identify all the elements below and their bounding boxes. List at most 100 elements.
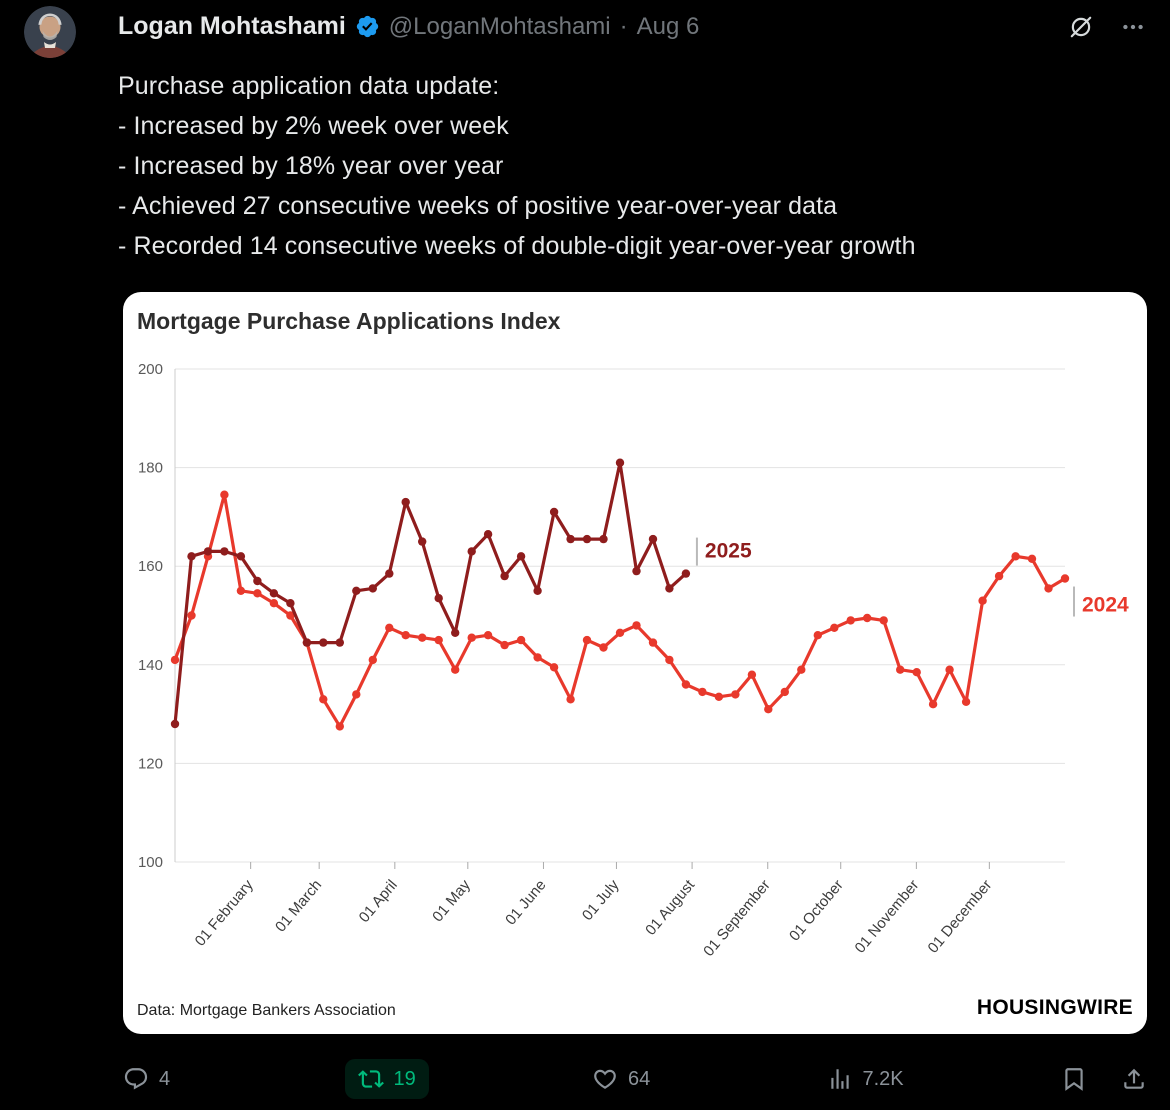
x-tick-label: 01 September (700, 877, 774, 960)
x-tick-label: 01 November (852, 877, 923, 957)
x-tick-label: 01 May (429, 876, 474, 925)
series-marker-2025 (220, 547, 229, 556)
chart-footer: Data: Mortgage Bankers Association HOUSI… (137, 996, 1133, 1020)
series-marker-2025 (401, 497, 410, 507)
series-marker-2025 (681, 569, 691, 578)
series-marker-2025 (665, 584, 674, 593)
author-name[interactable]: Logan Mohtashami (118, 12, 346, 40)
share-button[interactable] (1121, 1066, 1147, 1092)
views-icon (830, 1069, 849, 1089)
x-tick-label: 01 March (272, 877, 325, 936)
series-marker-2024 (170, 655, 180, 665)
series-marker-2024 (731, 690, 740, 699)
series-marker-2024 (418, 633, 427, 642)
series-marker-2024 (846, 616, 855, 625)
like-count: 64 (628, 1068, 651, 1090)
x-tick-label: 01 December (925, 877, 996, 957)
series-marker-2025 (434, 594, 443, 603)
series-marker-2025 (203, 547, 213, 556)
y-tick-label: 160 (138, 558, 163, 575)
post-date[interactable]: Aug 6 (636, 12, 700, 40)
avatar-image (24, 6, 76, 58)
series-marker-2025 (170, 719, 180, 729)
series-marker-2024 (582, 635, 592, 645)
separator-dot: · (619, 12, 628, 40)
series-marker-2024 (434, 635, 443, 645)
series-marker-2024 (253, 589, 262, 598)
author-handle[interactable]: @LoganMohtashami (388, 12, 611, 40)
series-marker-2025 (335, 638, 344, 647)
verified-badge-icon (355, 14, 380, 39)
series-marker-2024 (665, 655, 674, 665)
series-marker-2024 (879, 616, 888, 625)
views-button[interactable]: 7.2K (827, 1059, 1062, 1099)
avatar[interactable] (24, 6, 76, 58)
series-marker-2024 (780, 687, 789, 697)
y-tick-label: 140 (138, 657, 163, 674)
series-marker-2024 (863, 613, 872, 623)
tweet-text-line: - Increased by 18% year over year (118, 152, 504, 180)
x-tick-label: 01 October (786, 877, 847, 945)
series-marker-2024 (747, 670, 757, 679)
series-marker-2024 (500, 640, 509, 650)
series-marker-2024 (549, 663, 559, 672)
series-marker-2025 (236, 552, 246, 561)
series-marker-2024 (516, 635, 526, 645)
series-marker-2024 (681, 680, 691, 689)
tweet-text-line: - Achieved 27 consecutive weeks of posit… (118, 192, 838, 220)
series-marker-2024 (978, 596, 987, 605)
share-icon (1124, 1068, 1144, 1089)
reply-button[interactable]: 4 (123, 1059, 358, 1099)
series-marker-2024 (813, 631, 822, 640)
series-marker-2024 (698, 687, 707, 697)
tweet-text-line: - Increased by 2% week over week (118, 112, 509, 140)
series-marker-2025 (648, 534, 658, 544)
series-marker-2025 (533, 586, 542, 595)
chart-card[interactable]: 100 120 140 160 180 200 01 February 01 March 01 … (123, 292, 1147, 1034)
series-marker-2024 (1027, 554, 1037, 563)
series-marker-2025 (286, 599, 295, 608)
repost-button[interactable]: 19 (344, 1059, 593, 1099)
series-marker-2024 (961, 697, 971, 706)
repost-icon (357, 1070, 384, 1088)
series-marker-2025 (549, 507, 559, 517)
x-tick-label: 01 February (192, 876, 257, 949)
series-marker-2024 (483, 631, 493, 640)
series-marker-2024 (714, 692, 724, 701)
series-marker-2024 (648, 638, 658, 647)
series-marker-2024 (764, 705, 773, 714)
name-row: Logan Mohtashami @LoganMohtashami · Aug … (118, 12, 1068, 41)
series-marker-2024 (335, 722, 344, 731)
y-tick-label: 200 (138, 361, 163, 378)
series-marker-2025 (368, 584, 377, 593)
series-marker-2024 (928, 700, 938, 709)
series-marker-2024 (451, 665, 460, 674)
series-marker-2024 (385, 623, 394, 632)
grok-icon[interactable] (1068, 14, 1094, 40)
series-marker-2024 (401, 631, 410, 640)
series-line-2024 (173, 493, 1067, 728)
series-marker-2025 (467, 547, 476, 556)
series-marker-2025 (615, 458, 625, 467)
series-marker-2024 (1044, 584, 1053, 593)
y-tick-label: 180 (138, 460, 163, 477)
series-marker-2025 (187, 552, 196, 561)
series-marker-2024 (945, 665, 954, 674)
series-marker-2024 (269, 599, 279, 608)
series-marker-2025 (566, 534, 575, 544)
series-marker-2024 (286, 611, 295, 620)
series-marker-2024 (599, 643, 608, 652)
like-button[interactable]: 64 (592, 1059, 827, 1099)
reply-icon (124, 1068, 148, 1090)
series-marker-2024 (615, 628, 625, 637)
chart-svg: 100 120 140 160 180 200 01 February 01 March 01 … (138, 361, 1129, 960)
more-icon[interactable] (1120, 14, 1146, 40)
bookmark-button[interactable] (1061, 1066, 1087, 1092)
x-tick-label: 01 June (502, 877, 549, 929)
tweet-text-line: - Recorded 14 consecutive weeks of doubl… (118, 232, 916, 260)
series-marker-2024 (533, 653, 542, 662)
repost-count: 19 (393, 1068, 416, 1090)
engagement-bar: 4 19 64 7.2K (123, 1050, 1147, 1108)
y-tick-label: 120 (138, 755, 163, 772)
